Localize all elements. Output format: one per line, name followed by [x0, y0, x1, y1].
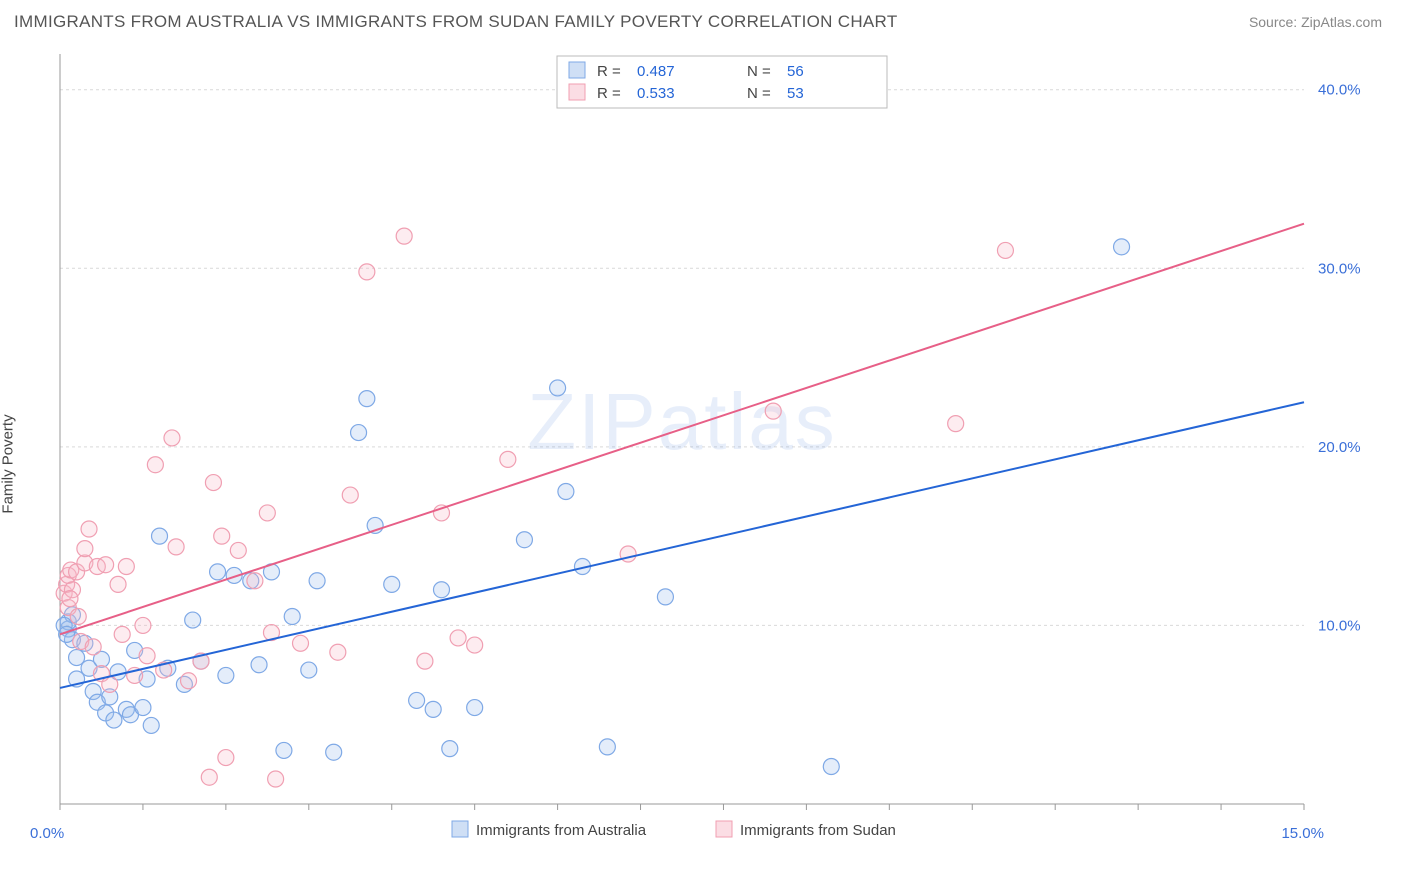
data-point	[467, 637, 483, 653]
data-point	[599, 739, 615, 755]
legend-swatch	[569, 62, 585, 78]
legend-n-label: N =	[747, 85, 771, 102]
data-point	[657, 589, 673, 605]
bottom-legend-label: Immigrants from Sudan	[740, 822, 896, 839]
data-point	[135, 617, 151, 633]
legend-r-label: R =	[597, 85, 621, 102]
data-point	[81, 521, 97, 537]
legend-r-value: 0.487	[637, 63, 675, 80]
data-point	[359, 391, 375, 407]
data-point	[259, 505, 275, 521]
legend-swatch	[569, 84, 585, 100]
trend-line	[60, 224, 1304, 635]
data-point	[70, 609, 86, 625]
data-point	[396, 228, 412, 244]
data-point	[384, 576, 400, 592]
chart-area: Family Poverty 10.0%20.0%30.0%40.0%0.0%1…	[14, 44, 1392, 884]
bottom-legend-swatch	[716, 821, 732, 837]
data-point	[301, 662, 317, 678]
data-point	[359, 264, 375, 280]
data-point	[251, 657, 267, 673]
data-point	[152, 528, 168, 544]
data-point	[114, 626, 130, 642]
data-point	[98, 557, 114, 573]
data-point	[409, 692, 425, 708]
data-point	[997, 242, 1013, 258]
data-point	[351, 425, 367, 441]
data-point	[118, 559, 134, 575]
data-point	[309, 573, 325, 589]
data-point	[201, 769, 217, 785]
data-point	[218, 750, 234, 766]
bottom-legend-label: Immigrants from Australia	[476, 822, 647, 839]
data-point	[205, 475, 221, 491]
legend-n-value: 53	[787, 85, 804, 102]
y-tick-label: 40.0%	[1318, 82, 1361, 99]
data-point	[181, 673, 197, 689]
data-point	[433, 582, 449, 598]
data-point	[948, 416, 964, 432]
data-point	[516, 532, 532, 548]
data-point	[268, 771, 284, 787]
data-point	[500, 451, 516, 467]
data-point	[293, 635, 309, 651]
chart-title: IMMIGRANTS FROM AUSTRALIA VS IMMIGRANTS …	[14, 12, 898, 32]
data-point	[425, 701, 441, 717]
data-point	[135, 700, 151, 716]
y-tick-label: 30.0%	[1318, 260, 1361, 277]
data-point	[765, 403, 781, 419]
data-point	[558, 484, 574, 500]
data-point	[342, 487, 358, 503]
data-point	[168, 539, 184, 555]
data-point	[185, 612, 201, 628]
data-point	[210, 564, 226, 580]
data-point	[284, 609, 300, 625]
data-point	[230, 542, 246, 558]
data-point	[450, 630, 466, 646]
data-point	[218, 667, 234, 683]
legend-r-value: 0.533	[637, 85, 675, 102]
data-point	[417, 653, 433, 669]
data-point	[85, 639, 101, 655]
data-point	[247, 573, 263, 589]
data-point	[62, 591, 78, 607]
data-point	[467, 700, 483, 716]
data-point	[550, 380, 566, 396]
x-tick-label: 15.0%	[1281, 825, 1324, 842]
data-point	[823, 759, 839, 775]
source-attribution: Source: ZipAtlas.com	[1249, 14, 1382, 30]
y-axis-label: Family Poverty	[0, 414, 17, 513]
data-point	[110, 576, 126, 592]
y-tick-label: 10.0%	[1318, 617, 1361, 634]
source-label: Source:	[1249, 14, 1297, 30]
source-name: ZipAtlas.com	[1301, 14, 1382, 30]
y-tick-label: 20.0%	[1318, 439, 1361, 456]
data-point	[442, 741, 458, 757]
watermark: ZIPatlas	[527, 377, 836, 466]
data-point	[1114, 239, 1130, 255]
data-point	[139, 648, 155, 664]
correlation-scatter-chart: 10.0% 20.0% 30.0% 40.0% 0.0% 15.0% ZIPatlas R =…	[14, 44, 1364, 884]
data-point	[143, 717, 159, 733]
header: IMMIGRANTS FROM AUSTRALIA VS IMMIGRANTS …	[0, 0, 1406, 40]
data-point	[330, 644, 346, 660]
data-point	[214, 528, 230, 544]
legend-n-value: 56	[787, 63, 804, 80]
legend-r-label: R =	[597, 63, 621, 80]
data-point	[164, 430, 180, 446]
data-point	[276, 742, 292, 758]
data-point	[326, 744, 342, 760]
data-point	[147, 457, 163, 473]
x-tick-label: 0.0%	[30, 825, 64, 842]
legend-n-label: N =	[747, 63, 771, 80]
bottom-legend-swatch	[452, 821, 468, 837]
data-point	[77, 541, 93, 557]
